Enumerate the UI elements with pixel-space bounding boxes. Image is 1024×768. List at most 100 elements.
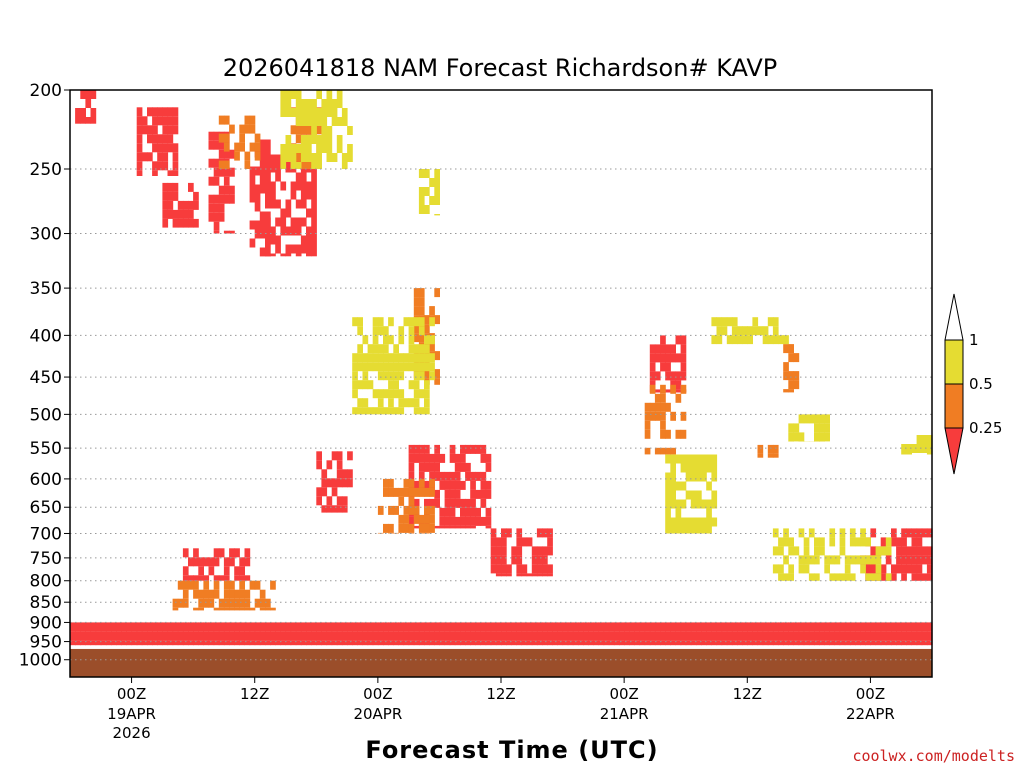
ri-cell <box>321 469 328 479</box>
ri-cell <box>352 362 358 372</box>
ri-cell <box>480 471 487 481</box>
ri-cell <box>855 537 861 547</box>
ri-cell <box>675 454 682 464</box>
ri-cell <box>90 640 97 646</box>
ri-cell <box>680 344 687 354</box>
ri-cell <box>460 480 466 490</box>
ri-cell <box>793 622 800 632</box>
ri-cell <box>721 640 728 646</box>
ri-cell <box>162 218 169 228</box>
ri-cell <box>752 326 759 336</box>
ri-cell <box>798 414 805 424</box>
ri-cell <box>665 344 671 354</box>
ri-cell <box>772 453 779 458</box>
ri-cell <box>603 640 610 646</box>
ri-cell <box>418 326 425 336</box>
x-tick-date: 22APR <box>846 705 895 723</box>
ri-cell <box>870 631 877 641</box>
ri-cell <box>383 389 389 399</box>
ri-cell <box>506 573 512 577</box>
ri-cell <box>891 640 897 646</box>
ri-cell <box>172 125 179 135</box>
ri-cell <box>829 573 836 581</box>
ri-cell <box>285 226 292 236</box>
ri-cell <box>521 631 528 641</box>
ri-cell <box>167 107 174 117</box>
ri-cell <box>300 125 307 135</box>
ri-cell <box>193 589 199 599</box>
ri-cell <box>275 235 281 245</box>
ri-cell <box>608 631 615 641</box>
ri-cell <box>311 99 317 108</box>
ri-cell <box>660 640 666 646</box>
ri-cell <box>188 575 194 581</box>
ri-cell <box>870 640 877 646</box>
ri-cell <box>711 454 718 464</box>
ri-cell <box>418 407 425 415</box>
ri-cell <box>182 580 189 590</box>
ri-cell <box>372 326 379 336</box>
ri-cell <box>418 187 425 196</box>
ri-cell <box>259 247 266 257</box>
ri-cell <box>562 631 569 641</box>
ri-cell <box>234 607 240 611</box>
ri-cell <box>460 640 466 646</box>
ri-cell <box>814 640 820 646</box>
ri-cell <box>265 163 271 173</box>
ri-cell <box>229 149 235 159</box>
ri-cell <box>424 398 430 408</box>
ri-cell <box>413 640 420 646</box>
ri-cell <box>285 640 292 646</box>
ri-cell <box>824 631 830 641</box>
ri-cell <box>377 371 384 381</box>
ri-cell <box>316 125 322 135</box>
ri-cell <box>696 631 702 641</box>
ri-cell <box>480 444 487 454</box>
ri-cell <box>711 631 718 641</box>
ri-cell <box>188 209 194 219</box>
ri-cell <box>665 472 671 482</box>
ri-cell <box>413 344 420 354</box>
ri-cell <box>839 640 846 646</box>
ri-cell <box>100 631 107 641</box>
ri-cell <box>270 163 276 173</box>
ri-cell <box>495 640 502 646</box>
ri-cell <box>542 631 548 641</box>
ri-cell <box>665 371 671 381</box>
ri-cell <box>901 444 907 453</box>
ri-cell <box>172 191 179 201</box>
ri-cell <box>891 622 897 632</box>
ri-cell <box>275 631 281 641</box>
ri-cell <box>295 199 302 209</box>
ri-cell <box>270 226 276 236</box>
ri-cell <box>316 631 322 641</box>
ri-cell <box>208 622 215 632</box>
ri-cell <box>690 490 697 500</box>
ri-cell <box>778 546 784 556</box>
ri-cell <box>824 564 830 574</box>
ri-cell <box>926 546 933 556</box>
ri-cell <box>213 230 220 234</box>
ri-cell <box>839 631 846 641</box>
ri-region-0-9 <box>490 528 553 577</box>
ri-cell <box>341 478 348 488</box>
ri-cell <box>398 353 405 363</box>
ri-cell <box>911 537 918 547</box>
ri-cell <box>814 537 820 547</box>
ri-cell <box>367 380 374 390</box>
ri-cell <box>901 622 907 632</box>
ri-cell <box>218 598 225 608</box>
ri-cell <box>654 402 661 412</box>
ri-cell <box>619 640 625 646</box>
ri-region-1-0 <box>218 115 261 169</box>
ri-cell <box>429 453 435 463</box>
ri-cell <box>875 573 882 581</box>
ri-cell <box>926 640 933 646</box>
ri-cell <box>747 622 753 632</box>
ri-cell <box>506 564 512 574</box>
ri-cell <box>147 125 153 135</box>
ri-cell <box>223 160 230 169</box>
ri-cell <box>449 480 456 490</box>
ri-cell <box>547 573 553 577</box>
ri-cell <box>295 134 302 144</box>
